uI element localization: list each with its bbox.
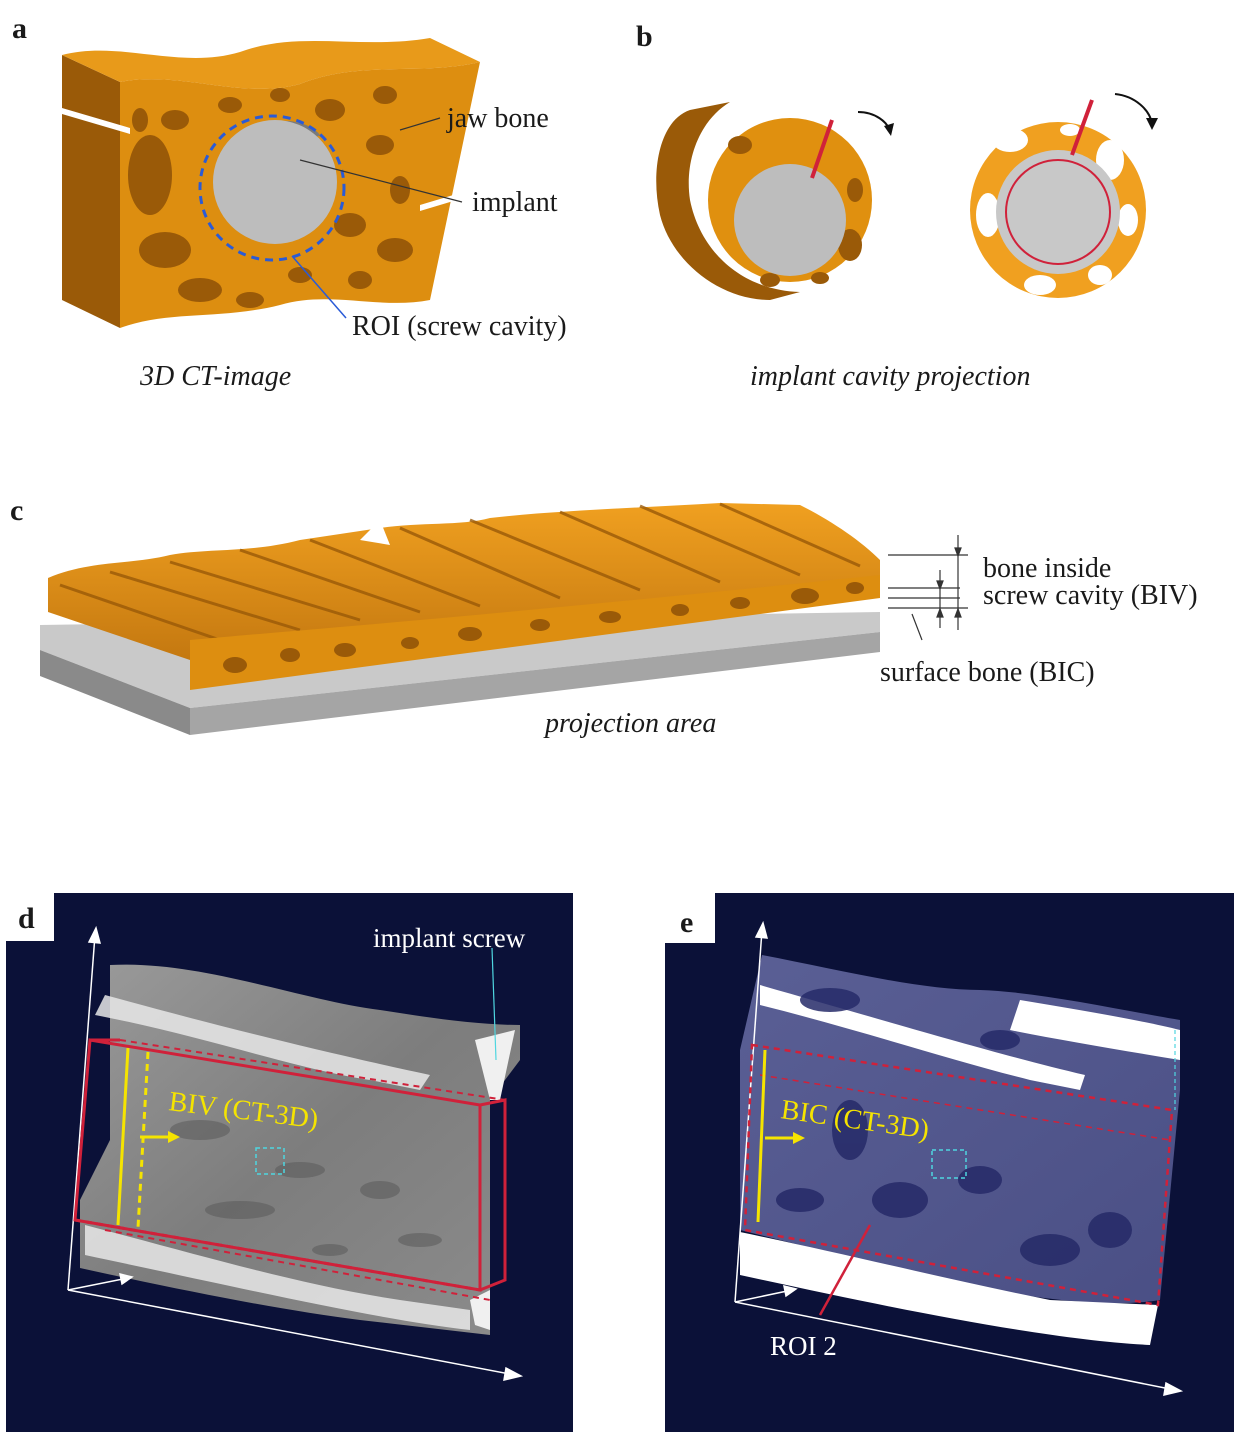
cavity-ring-3d [656, 102, 894, 300]
biv-label-line1: bone inside [983, 553, 1111, 584]
roi2-label: ROI 2 [770, 1331, 837, 1361]
roi-box-e [743, 1043, 1174, 1307]
bic-label: surface bone (BIC) [880, 657, 1095, 688]
jaw-bone-block [62, 38, 480, 328]
cavity-ring-projection [970, 93, 1158, 298]
axes-d [67, 925, 524, 1381]
bone-slab [48, 502, 880, 690]
roi-label: ROI (screw cavity) [352, 311, 567, 342]
panel-b-letter: b [636, 20, 653, 53]
panel-b: b [636, 20, 1158, 392]
panel-d-letter: d [18, 902, 35, 935]
biv-label-line2: screw cavity (BIV) [983, 580, 1198, 611]
panel-d: d [6, 893, 573, 1432]
panel-c: c [10, 494, 1198, 739]
roi-dashed-circle [198, 114, 346, 262]
panel-c-caption: projection area [543, 708, 716, 739]
implant-screw-label: implant screw [373, 923, 526, 953]
axes-e [734, 920, 1184, 1396]
ct-slab-blue [740, 955, 1180, 1345]
panel-a: a [12, 12, 567, 392]
panel-b-caption: implant cavity projection [750, 361, 1030, 392]
roi-box-d [73, 1038, 507, 1301]
panel-a-letter: a [12, 12, 27, 45]
biv-marker [116, 1047, 180, 1229]
panel-e-letter: e [680, 906, 693, 939]
bic-marker [756, 1049, 805, 1223]
implant-label: implant [472, 187, 558, 218]
panel-a-caption: 3D CT-image [139, 361, 291, 392]
panel-e: e [665, 893, 1234, 1432]
dimension-marks [888, 535, 968, 641]
jaw-bone-label: jaw bone [446, 103, 549, 134]
implant-cylinder [213, 120, 337, 244]
panel-c-letter: c [10, 494, 23, 527]
